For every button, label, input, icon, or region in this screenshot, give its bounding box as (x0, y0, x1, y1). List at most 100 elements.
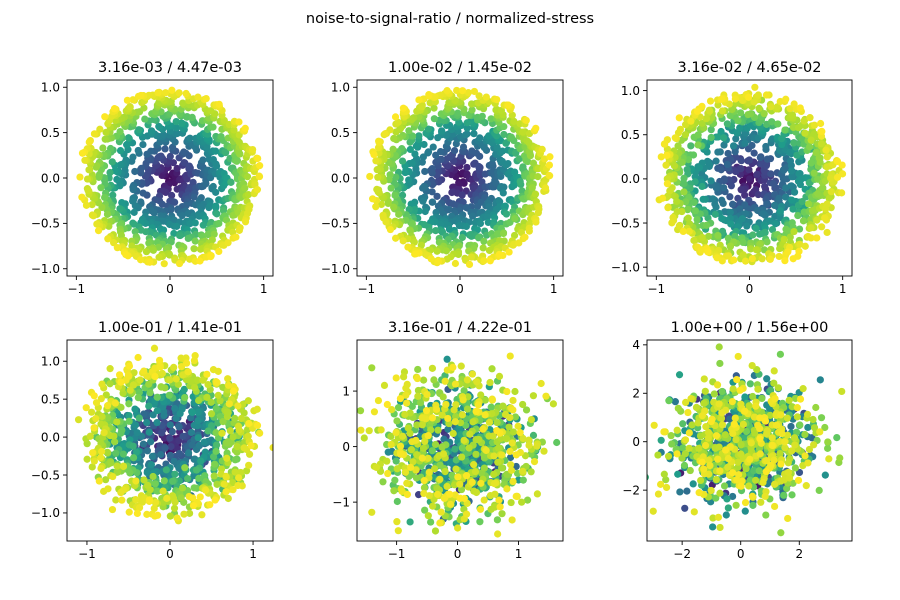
scatter-point (527, 468, 535, 476)
scatter-point (132, 477, 140, 485)
scatter-point (756, 153, 764, 162)
scatter-point (689, 151, 698, 159)
scatter-point (387, 440, 395, 449)
scatter-point (744, 110, 752, 119)
scatter-point (140, 104, 148, 112)
scatter-point (485, 132, 493, 140)
scatter-point (171, 470, 179, 478)
x-tick-label: 0 (166, 282, 174, 296)
scatter-point (185, 509, 194, 517)
scatter-point (412, 474, 421, 482)
scatter-point (507, 461, 515, 469)
scatter-point (804, 200, 813, 208)
scatter-point (207, 422, 216, 430)
scatter-point (190, 383, 199, 392)
scatter-point (404, 424, 412, 432)
scatter-point (415, 132, 423, 140)
scatter-point (812, 148, 820, 157)
scatter-point (823, 228, 831, 237)
scatter-point (483, 213, 492, 221)
scatter-point (140, 476, 148, 484)
scatter-point (204, 231, 212, 239)
scatter-point (147, 438, 155, 446)
scatter-point (794, 211, 802, 220)
scatter-point (490, 470, 498, 478)
scatter-point (487, 115, 495, 123)
scatter-point (154, 89, 162, 97)
scatter-point (88, 408, 96, 416)
scatter-point (662, 161, 670, 169)
scatter-point (426, 246, 434, 254)
scatter-point (180, 159, 188, 167)
scatter-point (464, 89, 472, 97)
scatter-point (408, 402, 416, 411)
scatter-point (403, 380, 411, 389)
scatter-point (131, 405, 139, 413)
subplot-title: 1.00e-01 / 1.41e-01 (98, 320, 242, 336)
scatter-point (440, 435, 448, 443)
scatter-point (497, 106, 505, 115)
scatter-point (195, 474, 203, 483)
scatter-point (741, 201, 749, 209)
scatter-point (400, 373, 408, 381)
scatter-point (147, 461, 155, 469)
scatter-point (144, 481, 152, 489)
scatter-point (458, 233, 466, 242)
scatter-point (494, 530, 502, 538)
scatter-point (150, 209, 158, 217)
scatter-point (398, 157, 407, 165)
scatter-point (731, 95, 739, 103)
scatter-point (762, 142, 770, 151)
scatter-point (373, 185, 381, 193)
scatter-point (714, 164, 722, 172)
scatter-point (504, 101, 513, 109)
scatter-point (790, 188, 799, 196)
scatter-point (495, 250, 503, 259)
scatter-point (199, 221, 207, 229)
scatter-point (758, 255, 766, 263)
scatter-point (546, 172, 554, 180)
scatter-point (97, 184, 105, 192)
scatter-point (389, 145, 397, 153)
scatter-point (752, 246, 760, 254)
scatter-point (214, 367, 222, 375)
scatter-point (674, 142, 682, 150)
scatter-point (168, 86, 176, 94)
scatter-point (726, 242, 735, 250)
scatter-point (184, 209, 192, 218)
scatter-point (382, 218, 390, 226)
scatter-point (500, 130, 508, 139)
scatter-point (684, 214, 692, 222)
scatter-point (818, 127, 826, 136)
scatter-point (443, 366, 451, 374)
scatter-point (541, 184, 550, 192)
scatter-point (82, 404, 90, 412)
scatter-point (135, 414, 143, 422)
scatter-point (153, 418, 161, 427)
x-tick-label: 0 (166, 547, 174, 561)
scatter-point (479, 244, 487, 252)
scatter-point (109, 191, 117, 199)
scatter-point (153, 407, 161, 415)
scatter-point (368, 364, 376, 372)
scatter-point (101, 193, 109, 202)
scatter-point (424, 512, 432, 520)
scatter-point (741, 257, 750, 265)
scatter-point (204, 427, 212, 435)
scatter-point (157, 429, 166, 437)
scatter-point (775, 252, 783, 261)
scatter-point (216, 397, 224, 405)
scatter-point (448, 188, 456, 197)
scatter-point (116, 371, 124, 379)
scatter-point (737, 157, 745, 165)
scatter-point (111, 399, 119, 407)
scatter-point (129, 381, 137, 389)
scatter-point (179, 432, 187, 440)
scatter-point (754, 190, 762, 199)
scatter-point (538, 145, 546, 153)
scatter-point (448, 471, 456, 479)
scatter-point (179, 99, 187, 107)
scatter-point (184, 368, 192, 376)
scatter-point (707, 133, 715, 142)
scatter-point (168, 191, 176, 199)
